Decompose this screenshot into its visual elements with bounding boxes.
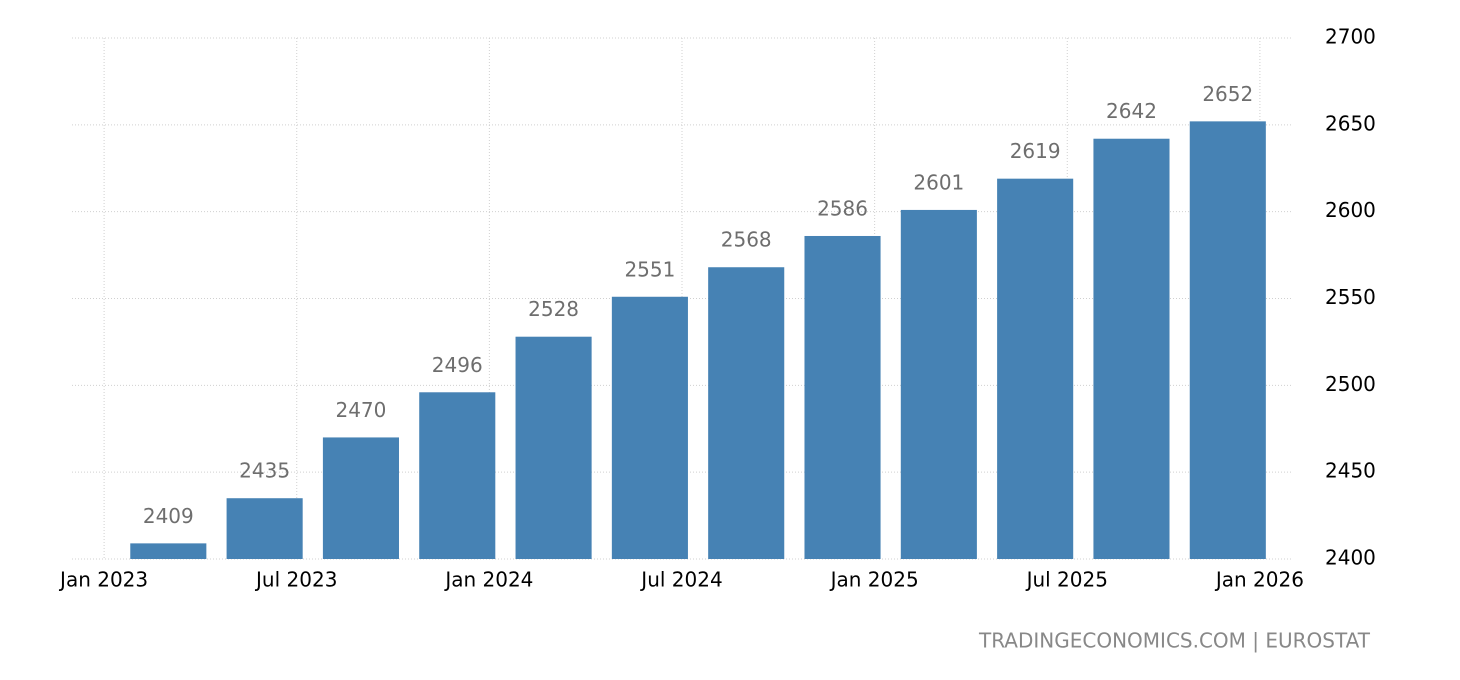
x-tick-label: Jan 2024 (443, 568, 533, 592)
x-tick-label: Jul 2025 (1025, 568, 1108, 592)
y-tick-label: 2650 (1325, 111, 1376, 135)
y-tick-label: 2550 (1325, 285, 1376, 309)
y-tick-label: 2400 (1325, 546, 1376, 570)
y-tick-label: 2450 (1325, 459, 1376, 483)
value-label: 2551 (624, 257, 675, 281)
bar (611, 296, 688, 559)
value-label: 2496 (432, 353, 483, 377)
x-tick-label: Jan 2025 (829, 568, 919, 592)
value-label: 2435 (239, 459, 290, 483)
bar (708, 267, 785, 559)
value-label: 2568 (721, 228, 772, 252)
bar (1189, 121, 1266, 560)
value-label: 2642 (1106, 99, 1157, 123)
bar (997, 178, 1074, 560)
y-tick-label: 2500 (1325, 372, 1376, 396)
value-label: 2619 (1010, 139, 1061, 163)
value-label: 2601 (913, 170, 964, 194)
bar (515, 336, 592, 559)
value-label: 2528 (528, 297, 579, 321)
x-tick-label: Jul 2024 (639, 568, 722, 592)
bar (900, 209, 977, 559)
x-tick-label: Jan 2023 (58, 568, 148, 592)
bar (1093, 138, 1170, 559)
value-label: 2409 (143, 504, 194, 528)
value-label: 2652 (1202, 82, 1253, 106)
bar (130, 543, 207, 559)
bar (322, 437, 399, 559)
value-label: 2470 (335, 398, 386, 422)
bar (419, 392, 496, 559)
source: TRADINGECONOMICS.COM | EUROSTAT (978, 629, 1371, 653)
x-tick-label: Jan 2026 (1214, 568, 1304, 592)
value-label: 2586 (817, 196, 868, 220)
x-tick-label: Jul 2023 (254, 568, 337, 592)
bar (804, 235, 881, 560)
y-tick-label: 2600 (1325, 198, 1376, 222)
y-tick-label: 2700 (1325, 25, 1376, 49)
bar (226, 498, 303, 559)
